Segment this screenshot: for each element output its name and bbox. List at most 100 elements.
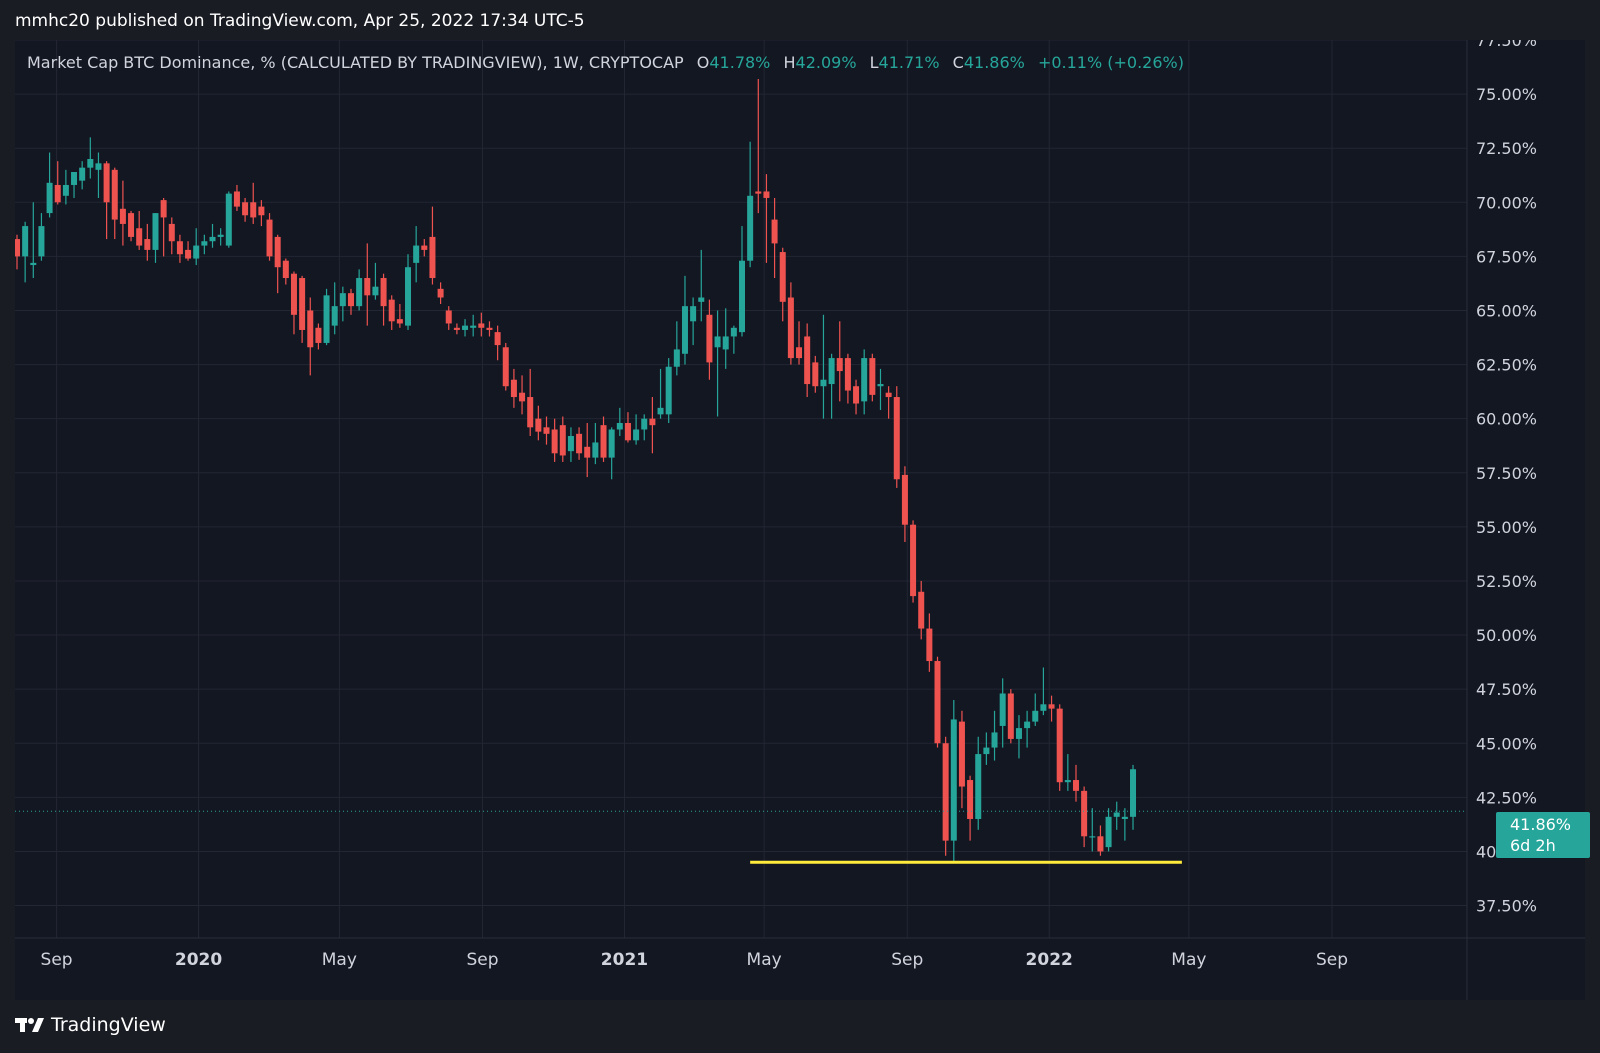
tradingview-logo[interactable]: TradingView	[15, 1014, 166, 1036]
y-tick-label: 37.50%	[1476, 897, 1537, 916]
candle-body	[290, 273, 297, 315]
candle-body	[103, 163, 110, 203]
brand-name: TradingView	[51, 1014, 166, 1036]
open-label: O	[696, 53, 710, 72]
candle-body	[128, 213, 135, 237]
low-value: 41.71%	[878, 53, 940, 72]
candle-body	[926, 628, 933, 662]
candle-body	[910, 524, 917, 597]
candle-body	[38, 226, 45, 257]
candle-body	[15, 239, 20, 257]
candle-body	[79, 167, 86, 181]
candle-body	[1064, 780, 1071, 783]
candle-body	[722, 336, 729, 350]
candle-body	[1121, 816, 1128, 819]
y-tick-label: 67.50%	[1476, 247, 1537, 266]
candle-body	[307, 310, 314, 348]
candle-body	[46, 182, 53, 214]
close-label: C	[952, 53, 964, 72]
x-tick-label: Sep	[1316, 950, 1348, 970]
x-tick-label: Sep	[41, 950, 73, 970]
candle-body	[584, 446, 591, 458]
candle-body	[1040, 704, 1047, 711]
candle-body	[1097, 836, 1104, 852]
candle-body	[144, 239, 151, 250]
candle-body	[877, 384, 884, 387]
candle-body	[893, 397, 900, 480]
candle-body	[804, 336, 811, 385]
candle-body	[665, 366, 672, 415]
candle-body	[193, 245, 200, 259]
candle-body	[405, 267, 412, 326]
candlestick-chart[interactable]: 77.50% 75.00% 72.50% 70.00% 67.50% 65.00% 62.5…	[15, 40, 1585, 1000]
candle-body	[934, 661, 941, 744]
y-tick-label: 72.50%	[1476, 139, 1537, 158]
candle-body	[1113, 812, 1120, 817]
bar-countdown: 6d 2h	[1510, 836, 1556, 855]
candle-body	[1089, 836, 1096, 838]
candle-body	[1007, 693, 1014, 739]
x-tick-label: Sep	[891, 950, 923, 970]
chart-area[interactable]: 77.50% 75.00% 72.50% 70.00% 67.50% 65.00% 62.5…	[15, 40, 1585, 1000]
candle-body	[641, 418, 648, 430]
candle-body	[185, 249, 192, 259]
last-price-value: 41.86%	[1510, 815, 1572, 834]
candle-body	[462, 325, 469, 330]
y-tick-label: 55.00%	[1476, 518, 1537, 537]
candle-body	[559, 425, 566, 456]
high-label: H	[783, 53, 796, 72]
candle-body	[999, 693, 1006, 726]
candle-body	[250, 202, 257, 218]
candle-body	[771, 219, 778, 244]
y-tick-label: 60.00%	[1476, 410, 1537, 429]
candle-body	[315, 327, 322, 343]
candle-body	[478, 323, 485, 328]
candle-body	[942, 743, 949, 841]
candle-body	[828, 358, 835, 385]
candle-body	[991, 732, 998, 748]
candle-body	[87, 159, 94, 168]
candle-body	[608, 429, 615, 458]
candle-body	[1024, 721, 1031, 729]
candle-body	[380, 278, 387, 307]
y-tick-label: 62.50%	[1476, 356, 1537, 375]
x-tick-label: Sep	[466, 950, 498, 970]
candle-body	[844, 358, 851, 391]
candle-body	[372, 286, 379, 296]
candle-body	[364, 278, 371, 296]
candle-body	[592, 442, 599, 458]
candle-body	[755, 191, 762, 194]
candle-body	[470, 325, 477, 328]
y-tick-label: 75.00%	[1476, 85, 1537, 104]
candle-body	[1072, 780, 1079, 791]
candle-body	[633, 429, 640, 441]
candle-body	[258, 206, 265, 216]
chart-legend: Market Cap BTC Dominance, % (CALCULATED …	[27, 53, 1184, 72]
candle-body	[339, 293, 346, 307]
candle-body	[494, 332, 501, 346]
candle-body	[22, 226, 29, 257]
candle-body	[502, 347, 509, 387]
candle-body	[347, 293, 354, 307]
y-tick-label: 52.50%	[1476, 572, 1537, 591]
candle-body	[282, 260, 289, 279]
candle-body	[1032, 710, 1039, 722]
y-tick-label: 50.00%	[1476, 626, 1537, 645]
candle-body	[445, 310, 452, 324]
candle-body	[1105, 816, 1112, 848]
candle-body	[1081, 790, 1088, 837]
x-tick-label: 2022	[1026, 950, 1073, 970]
candle-body	[266, 219, 273, 257]
candle-body	[812, 362, 819, 387]
candle-body	[958, 721, 965, 787]
candle-body	[519, 392, 526, 402]
candle-body	[453, 327, 460, 330]
candle-body	[242, 202, 249, 216]
candle-body	[551, 429, 558, 454]
candle-body	[388, 299, 395, 322]
candle-body	[527, 397, 534, 428]
candle-body	[861, 358, 868, 402]
high-value: 42.09%	[795, 53, 857, 72]
candle-body	[233, 191, 240, 207]
candle-body	[62, 184, 69, 196]
